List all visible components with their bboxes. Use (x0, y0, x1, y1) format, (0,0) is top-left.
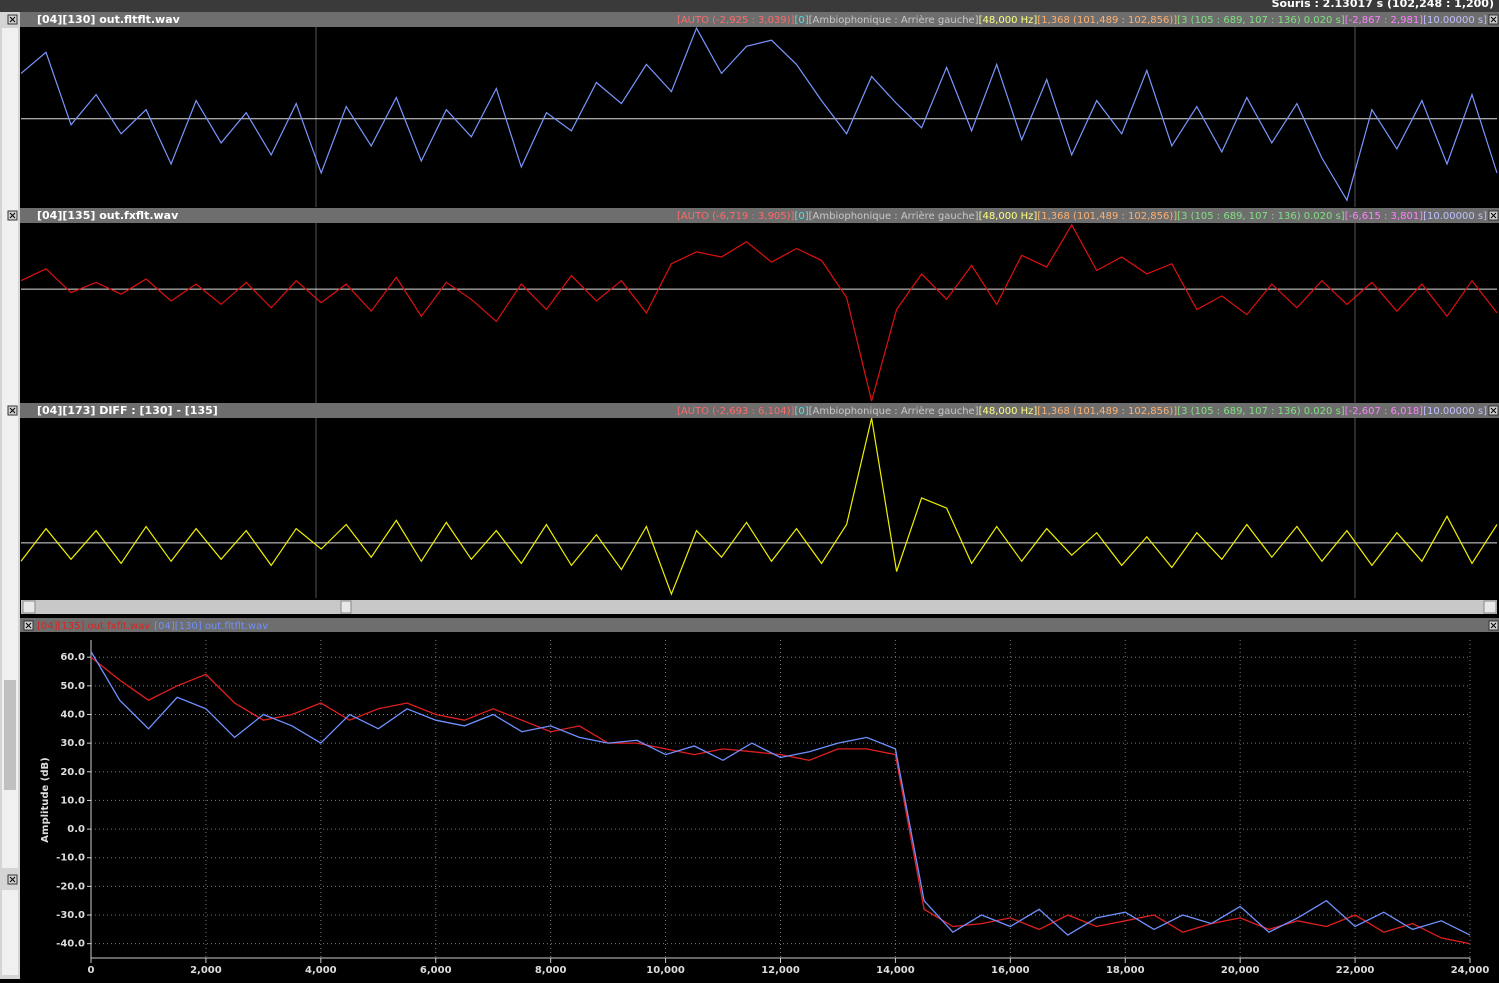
close-icon (1490, 212, 1497, 219)
x-tick-label: 10,000 (646, 965, 685, 976)
info-segment: [10.00000 s] (1423, 211, 1487, 222)
legend-entry: [04][130] out.fltflt.wav (154, 621, 268, 632)
info-segment: [48,000 Hz] (979, 15, 1038, 26)
track-info: [AUTO (-2,925 : 3,039)][0][Ambiophonique… (677, 14, 1487, 26)
info-segment: [10.00000 s] (1423, 15, 1487, 26)
y-tick-label: 0.0 (67, 824, 85, 835)
close-icon (9, 212, 16, 219)
status-text: Souris : 2.13017 s (102,248 : 1,200) (1272, 0, 1494, 10)
y-tick-label: 50.0 (60, 681, 85, 692)
x-tick-label: 4,000 (305, 965, 337, 976)
y-tick-label: -20.0 (56, 881, 85, 892)
legend-entry: [04][135] out.fxflt.wav (37, 621, 150, 632)
info-segment: [1,368 (101,489 : 102,856)] (1037, 211, 1177, 222)
x-tick-label: 22,000 (1336, 965, 1375, 976)
info-segment: [3 (105 : 689, 107 : 136) 0.020 s] (1177, 15, 1345, 26)
vertical-scrollbar-2[interactable] (2, 890, 18, 975)
track-header (20, 12, 1499, 27)
waveform (20, 223, 1498, 402)
info-segment: [0] (794, 15, 808, 26)
x-tick-label: 18,000 (1106, 965, 1145, 976)
scroll-thumb-h[interactable] (340, 600, 352, 614)
info-segment: [1,368 (101,489 : 102,856)] (1037, 406, 1177, 417)
y-axis-label: Amplitude (dB) (40, 757, 51, 842)
info-segment: [AUTO (-2,925 : 3,039)] (677, 15, 795, 26)
info-segment: [-2,867 : 2,981] (1345, 15, 1423, 26)
status-bar (0, 0, 1499, 12)
info-segment: [Ambiophonique : Arrière gauche] (809, 14, 979, 26)
track-header (20, 208, 1499, 223)
close-icon (9, 876, 16, 883)
info-segment: [0] (794, 211, 808, 222)
waveform (20, 417, 1498, 596)
horizontal-scrollbar[interactable] (21, 600, 1497, 614)
info-segment: [AUTO (-2,693 : 6,104)] (677, 406, 795, 417)
x-tick-label: 24,000 (1451, 965, 1490, 976)
vertical-scrollbar[interactable] (2, 28, 18, 868)
info-segment: [Ambiophonique : Arrière gauche] (809, 210, 979, 222)
spectrum-line (90, 651, 1471, 936)
info-segment: [-6,615 : 3,801] (1345, 211, 1423, 222)
close-icon (9, 16, 16, 23)
spectrum-line (90, 656, 1471, 945)
y-tick-label: -10.0 (56, 853, 85, 864)
x-tick-label: 14,000 (876, 965, 915, 976)
x-tick-label: 2,000 (190, 965, 222, 976)
track-info: [AUTO (-2,693 : 6,104)][0][Ambiophonique… (677, 405, 1487, 417)
track-info: [AUTO (-6,719 : 3,905)][0][Ambiophonique… (677, 210, 1487, 222)
y-tick-label: 20.0 (60, 767, 85, 778)
waveform (20, 26, 1498, 202)
info-segment: [3 (105 : 689, 107 : 136) 0.020 s] (1177, 406, 1345, 417)
legend: [04][135] out.fxflt.wav [04][130] out.flt… (37, 621, 268, 632)
scroll-right-button[interactable] (1483, 600, 1497, 614)
y-tick-label: 60.0 (60, 652, 85, 663)
info-segment: [0] (794, 406, 808, 417)
close-icon (1490, 16, 1497, 23)
y-tick-label: -40.0 (56, 939, 85, 950)
info-segment: [48,000 Hz] (979, 211, 1038, 222)
spectrum-panel (20, 632, 1499, 979)
close-icon (9, 407, 16, 414)
info-segment: [-2,607 : 6,018] (1345, 406, 1423, 417)
spectrum-header (20, 618, 1499, 632)
x-tick-label: 20,000 (1221, 965, 1260, 976)
x-tick-label: 8,000 (535, 965, 567, 976)
track-title: [04][130] out.fltflt.wav (37, 13, 181, 26)
track-title: [04][135] out.fxflt.wav (37, 209, 179, 222)
scroll-left-button[interactable] (22, 600, 36, 614)
x-tick-label: 6,000 (420, 965, 452, 976)
x-tick-label: 12,000 (761, 965, 800, 976)
y-tick-label: 40.0 (60, 709, 85, 720)
y-tick-label: 10.0 (60, 795, 85, 806)
info-segment: [1,368 (101,489 : 102,856)] (1037, 15, 1177, 26)
scroll-thumb[interactable] (4, 680, 16, 790)
y-tick-label: -30.0 (56, 910, 85, 921)
info-segment: [48,000 Hz] (979, 406, 1038, 417)
info-segment: [3 (105 : 689, 107 : 136) 0.020 s] (1177, 211, 1345, 222)
track-title: [04][173] DIFF : [130] - [135] (37, 404, 218, 417)
x-tick-label: 16,000 (991, 965, 1030, 976)
close-icon (1490, 407, 1497, 414)
info-segment: [10.00000 s] (1423, 406, 1487, 417)
close-icon (25, 622, 32, 629)
y-tick-label: 30.0 (60, 738, 85, 749)
x-tick-label: 0 (88, 965, 95, 976)
close-icon (1490, 622, 1497, 629)
info-segment: [Ambiophonique : Arrière gauche] (809, 405, 979, 417)
info-segment: [AUTO (-6,719 : 3,905)] (677, 211, 795, 222)
track-header (20, 403, 1499, 418)
